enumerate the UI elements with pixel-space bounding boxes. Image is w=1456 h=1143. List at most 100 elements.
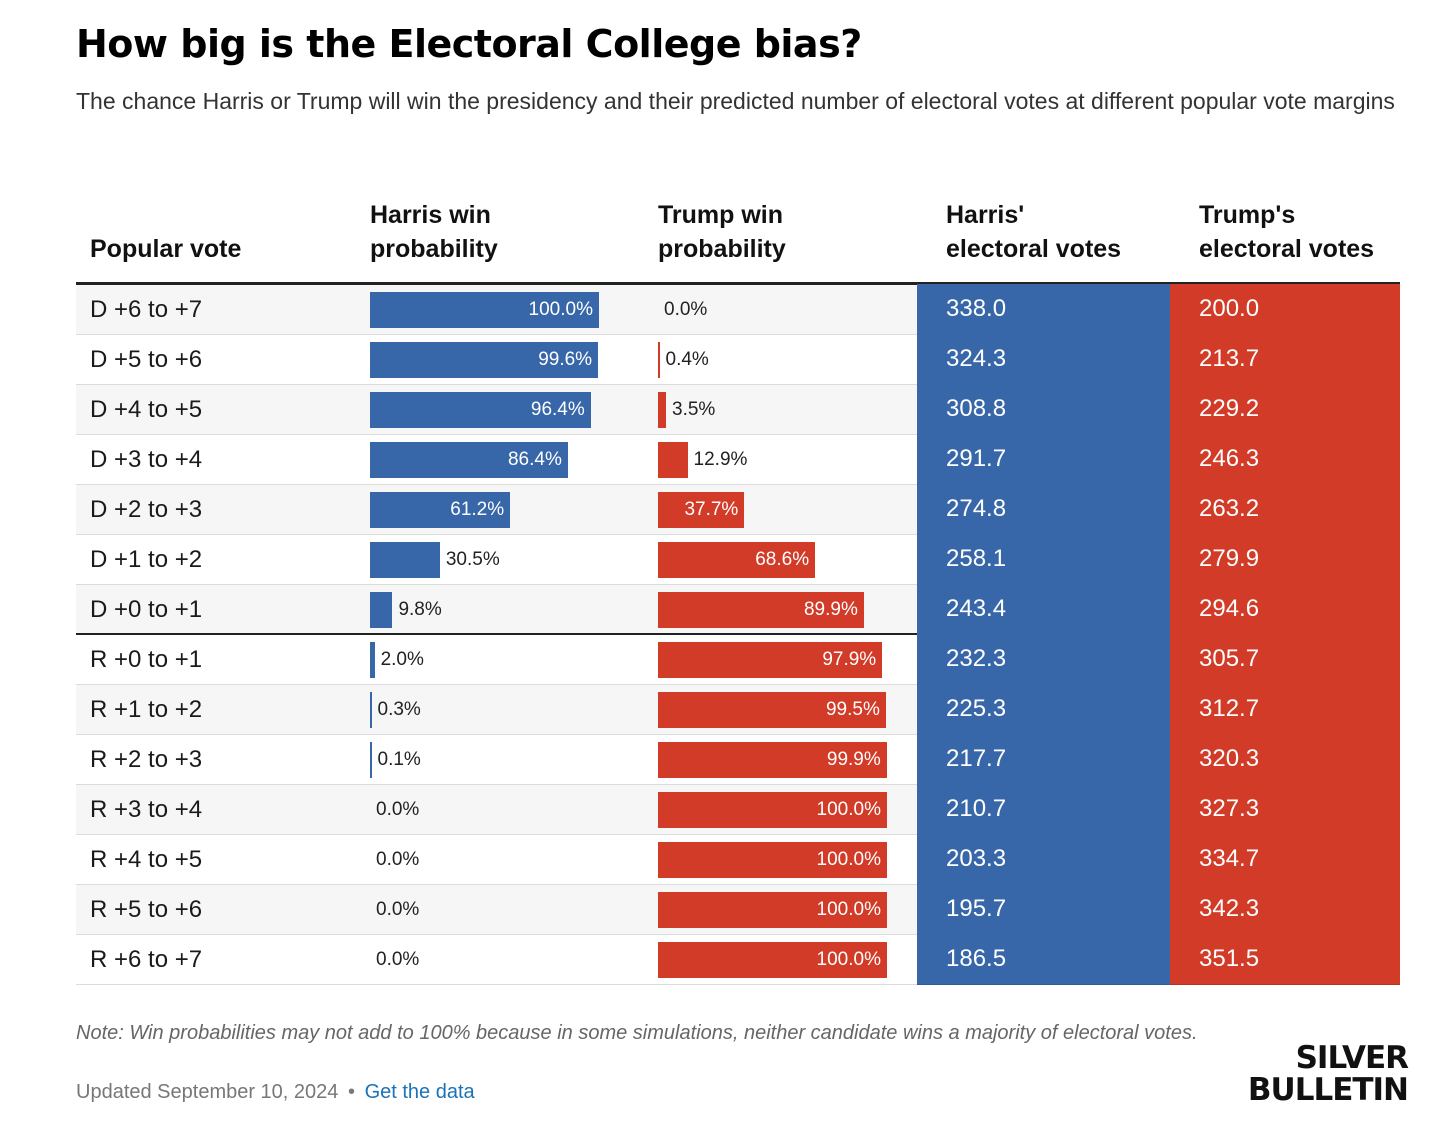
trump-electoral-votes-cell: 334.7 [1170, 834, 1400, 885]
harris-electoral-votes-cell: 217.7 [917, 734, 1170, 785]
table-row: R +4 to +5 0.0% 100.0% 203.3 334.7 [76, 834, 1400, 885]
chart-subtitle: The chance Harris or Trump will win the … [76, 88, 1395, 114]
popular-vote-label: D +3 to +4 [90, 446, 203, 473]
table-row: D +3 to +4 86.4% 12.9% 291.7 246.3 [76, 434, 1400, 485]
harris-electoral-votes-cell: 274.8 [917, 484, 1170, 535]
trump-probability-label: 100.0% [816, 799, 881, 820]
popular-vote-label: R +5 to +6 [90, 896, 203, 923]
header-trump-electoral-votes: Trump's electoral votes [1199, 198, 1374, 266]
harris-probability-label: 61.2% [450, 499, 505, 520]
trump-probability-bar [658, 392, 666, 428]
trump-electoral-votes-cell: 213.7 [1170, 334, 1400, 385]
trump-probability-label: 100.0% [816, 849, 881, 870]
harris-electoral-votes-cell: 186.5 [917, 934, 1170, 985]
chart-title: How big is the Electoral College bias? [76, 22, 862, 66]
trump-probability-bar [658, 342, 660, 378]
get-the-data-link[interactable]: Get the data [364, 1081, 475, 1103]
trump-probability-bar [658, 892, 887, 928]
table-row: D +2 to +3 61.2% 37.7% 274.8 263.2 [76, 484, 1400, 535]
header-harris-probability: Harris win probability [370, 198, 498, 266]
trump-probability-label: 100.0% [816, 949, 881, 970]
popular-vote-label: R +1 to +2 [90, 696, 203, 723]
table-row: R +0 to +1 2.0% 97.9% 232.3 305.7 [76, 634, 1400, 685]
updated-date: Updated September 10, 2024 [76, 1081, 339, 1103]
popular-vote-label: R +6 to +7 [90, 946, 203, 973]
harris-probability-label: 99.6% [538, 349, 593, 370]
table-row: D +5 to +6 99.6% 0.4% 324.3 213.7 [76, 334, 1400, 385]
harris-probability-bar [370, 692, 372, 728]
logo-line-1: SILVER [1295, 1040, 1409, 1076]
harris-probability-bar [370, 742, 372, 778]
harris-electoral-votes-cell: 324.3 [917, 334, 1170, 385]
table-body: D +6 to +7 100.0% 0.0% 338.0 200.0 D +5 to +6… [76, 284, 1400, 985]
header-harris-electoral-votes-line1: Harris' [946, 201, 1025, 229]
harris-probability-label: 0.0% [376, 799, 420, 820]
table-row: D +1 to +2 30.5% 68.6% 258.1 279.9 [76, 534, 1400, 585]
trump-probability-label: 3.5% [672, 399, 716, 420]
trump-electoral-votes-cell: 320.3 [1170, 734, 1400, 785]
trump-probability-bar [658, 442, 688, 478]
table-row: R +6 to +7 0.0% 100.0% 186.5 351.5 [76, 934, 1400, 985]
harris-electoral-votes-cell: 210.7 [917, 784, 1170, 835]
trump-probability-bar [658, 792, 887, 828]
popular-vote-label: R +4 to +5 [90, 846, 203, 873]
harris-probability-bar [370, 592, 393, 628]
harris-probability-label: 30.5% [445, 549, 500, 570]
header-popular-vote: Popular vote [90, 235, 242, 263]
harris-electoral-votes-cell: 195.7 [917, 884, 1170, 935]
table-row: R +5 to +6 0.0% 100.0% 195.7 342.3 [76, 884, 1400, 935]
header-trump-probability-line2: probability [658, 235, 786, 263]
header-trump-probability: Trump win probability [658, 198, 786, 266]
harris-probability-label: 100.0% [528, 299, 593, 320]
header-harris-probability-line1: Harris win [370, 201, 491, 229]
popular-vote-label: D +4 to +5 [90, 396, 203, 423]
trump-electoral-votes-cell: 263.2 [1170, 484, 1400, 535]
header-harris-probability-line2: probability [370, 235, 498, 263]
harris-electoral-votes-cell: 291.7 [917, 434, 1170, 485]
silver-bulletin-logo: SILVER BULLETIN [1238, 1040, 1409, 1106]
harris-probability-bar [370, 392, 591, 428]
harris-probability-bar [370, 442, 568, 478]
trump-probability-bar [658, 642, 883, 678]
trump-electoral-votes-cell: 351.5 [1170, 934, 1400, 985]
popular-vote-label: D +0 to +1 [90, 596, 203, 623]
trump-electoral-votes-cell: 279.9 [1170, 534, 1400, 585]
trump-probability-bar [658, 692, 886, 728]
header-trump-electoral-votes-line2: electoral votes [1199, 235, 1375, 263]
trump-probability-bar [658, 542, 816, 578]
harris-probability-label: 96.4% [530, 399, 585, 420]
trump-electoral-votes-cell: 312.7 [1170, 684, 1400, 735]
harris-probability-bar [370, 292, 599, 328]
harris-probability-label: 86.4% [507, 449, 562, 470]
header-harris-electoral-votes-line2: electoral votes [946, 235, 1122, 263]
trump-probability-bar [658, 842, 887, 878]
trump-probability-label: 99.5% [825, 699, 880, 720]
separator-dot: • [347, 1081, 355, 1103]
popular-vote-label: D +2 to +3 [90, 496, 203, 523]
harris-electoral-votes-cell: 243.4 [917, 584, 1170, 635]
trump-probability-label: 100.0% [816, 899, 881, 920]
harris-probability-label: 2.0% [380, 649, 424, 670]
harris-probability-bar [370, 342, 599, 378]
trump-electoral-votes-cell: 200.0 [1170, 284, 1400, 335]
table-row: D +6 to +7 100.0% 0.0% 338.0 200.0 [76, 284, 1400, 335]
table-row: D +0 to +1 9.8% 89.9% 243.4 294.6 [76, 584, 1400, 635]
trump-probability-label: 99.9% [826, 749, 881, 770]
trump-probability-bar [658, 492, 745, 528]
table-row: R +2 to +3 0.1% 99.9% 217.7 320.3 [76, 734, 1400, 785]
trump-probability-bar [658, 592, 864, 628]
harris-probability-bar [370, 642, 375, 678]
harris-electoral-votes-cell: 258.1 [917, 534, 1170, 585]
trump-probability-label: 0.4% [665, 349, 709, 370]
header-trump-electoral-votes-line1: Trump's [1199, 201, 1296, 229]
trump-probability-bar [658, 942, 887, 978]
header-trump-probability-line1: Trump win [658, 201, 783, 229]
harris-electoral-votes-cell: 338.0 [917, 284, 1170, 335]
harris-probability-label: 0.0% [376, 899, 420, 920]
harris-probability-label: 0.0% [376, 849, 420, 870]
harris-probability-label: 9.8% [398, 599, 442, 620]
popular-vote-label: R +3 to +4 [90, 796, 203, 823]
trump-electoral-votes-cell: 294.6 [1170, 584, 1400, 635]
table-row: R +1 to +2 0.3% 99.5% 225.3 312.7 [76, 684, 1400, 735]
trump-probability-bar [658, 742, 887, 778]
